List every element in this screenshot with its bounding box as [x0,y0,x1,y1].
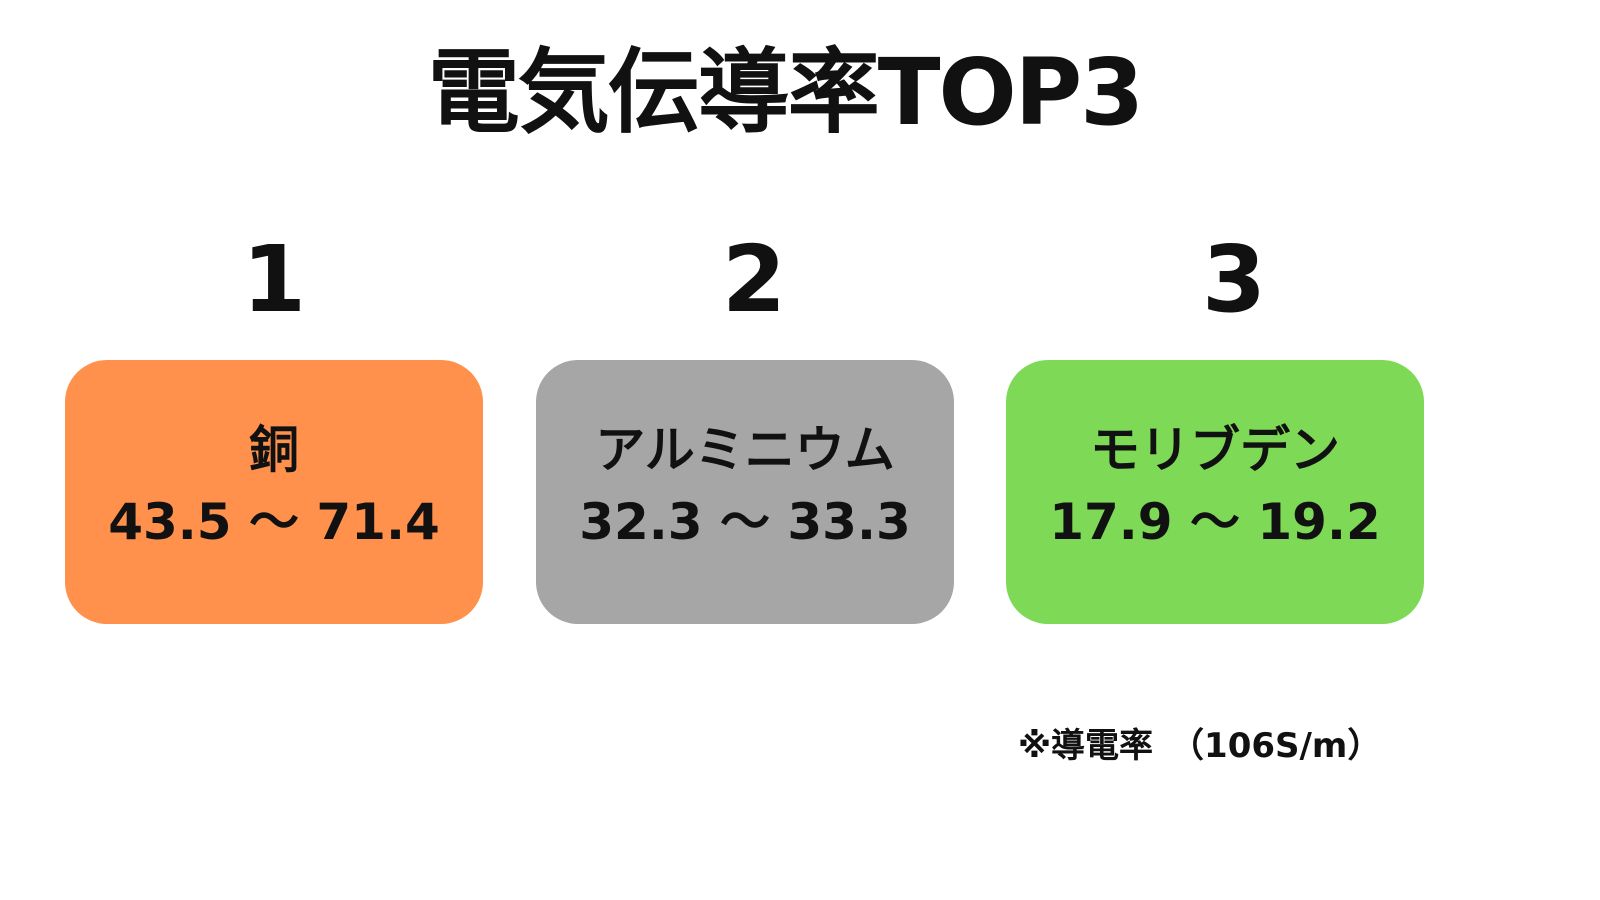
conductivity-range: 17.9 〜 19.2 [1049,493,1381,551]
rank-2-label: 2 [721,226,786,333]
rank-1-card: 銅 43.5 〜 71.4 [65,360,483,624]
rank-1-label: 1 [241,226,306,333]
rank-2-card: アルミニウム 32.3 〜 33.3 [536,360,954,624]
unit-note: ※導電率 （106S/m） [1018,726,1382,766]
conductivity-range: 32.3 〜 33.3 [579,493,911,551]
rank-3-label: 3 [1201,226,1266,333]
rank-3-card: モリブデン 17.9 〜 19.2 [1006,360,1424,624]
page-title: 電気伝導率TOP3 [427,39,1144,146]
material-name: 銅 [249,421,299,479]
material-name: モリブデン [1090,421,1340,479]
conductivity-range: 43.5 〜 71.4 [108,493,440,551]
material-name: アルミニウム [595,421,895,479]
